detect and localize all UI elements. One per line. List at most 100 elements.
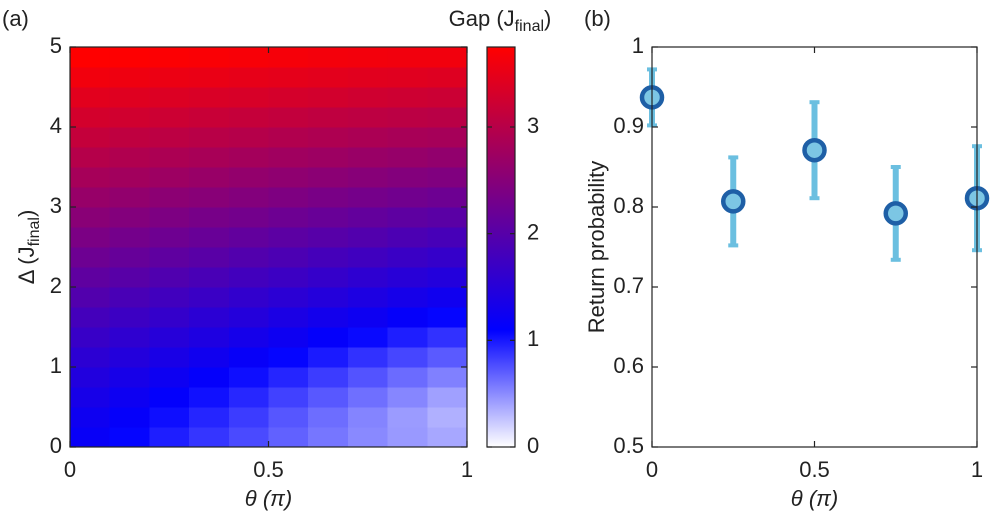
heatmap-cell	[268, 267, 309, 288]
heatmap-cell	[268, 247, 309, 268]
x-tick-label: 0.5	[253, 457, 284, 482]
heatmap-cell	[189, 207, 230, 228]
heatmap-cell	[109, 187, 150, 208]
y-tick-label: 0.6	[613, 353, 644, 378]
heatmap-cell	[70, 207, 111, 228]
heatmap-cell	[149, 367, 190, 388]
heatmap-cell	[347, 67, 389, 88]
colorbar-tick-label: 3	[527, 113, 539, 138]
y-tick-label: 0.7	[613, 273, 644, 298]
heatmap-cell	[70, 347, 111, 368]
x-tick-label: 1	[461, 457, 473, 482]
heatmap-cell	[228, 387, 270, 408]
heatmap-cell	[189, 107, 230, 128]
heatmap-cell	[308, 367, 349, 388]
heatmap-cell	[149, 207, 190, 228]
heatmap-cell	[427, 307, 468, 328]
heatmap-cell	[70, 307, 111, 328]
heatmap-cell	[427, 267, 468, 288]
heatmap-cell	[228, 427, 270, 448]
colorbar	[486, 46, 516, 448]
y-tick-label: 3	[50, 193, 62, 218]
heatmap-cell	[347, 347, 389, 368]
heatmap-cell	[347, 327, 389, 348]
heatmap-cell	[228, 247, 270, 268]
y-tick-label: 0.9	[613, 113, 644, 138]
heatmap-cell	[149, 247, 190, 268]
heatmap-cell	[109, 67, 150, 88]
heatmap-cell	[228, 307, 270, 328]
heatmap-cell	[149, 67, 190, 88]
heatmap-cell	[149, 307, 190, 328]
heatmap-cell	[308, 387, 349, 408]
heatmap-cell	[347, 87, 389, 108]
heatmap-cell	[70, 107, 111, 128]
heatmap-cell	[70, 87, 111, 108]
heatmap-cell	[427, 187, 468, 208]
heatmap-cell	[347, 107, 389, 128]
heatmap-cell	[189, 427, 230, 448]
data-point	[883, 201, 908, 226]
heatmap-cell	[149, 287, 190, 308]
heatmap-cell	[268, 47, 309, 68]
heatmap-cell	[268, 127, 309, 148]
heatmap-cell	[149, 427, 190, 448]
heatmap-cell	[427, 227, 468, 248]
heatmap-cell	[308, 287, 349, 308]
heatmap-cell	[149, 407, 190, 428]
heatmap-cell	[268, 327, 309, 348]
heatmap-cell	[189, 47, 230, 68]
heatmap-cell	[268, 427, 309, 448]
heatmap-cell	[149, 107, 190, 128]
heatmap-cell	[308, 307, 349, 328]
heatmap-cell	[109, 427, 150, 448]
heatmap-cell	[109, 387, 150, 408]
heatmap-cell	[228, 347, 270, 368]
heatmap-cell	[189, 147, 230, 168]
heatmap-cell	[109, 367, 150, 388]
heatmap-cell	[347, 207, 389, 228]
heatmap-cell	[268, 387, 309, 408]
heatmap-cell	[427, 147, 468, 168]
x-tick-label: 0.5	[799, 457, 830, 482]
heatmap-cell	[109, 167, 150, 188]
colorbar-tick-label: 0	[527, 433, 539, 458]
heatmap-cell	[347, 167, 389, 188]
heatmap-cell	[149, 167, 190, 188]
heatmap-cell	[427, 87, 468, 108]
heatmap-cell	[308, 207, 349, 228]
heatmap-cell	[347, 187, 389, 208]
heatmap-cell	[189, 267, 230, 288]
heatmap-cell	[109, 207, 150, 228]
heatmap-cell	[387, 287, 428, 308]
heatmap-cell	[228, 47, 270, 68]
heatmap-cell	[70, 367, 111, 388]
heatmap-cell	[149, 267, 190, 288]
heatmap-cell	[70, 67, 111, 88]
y-tick-label: 1	[50, 353, 62, 378]
y-axis-label-part: )	[14, 210, 39, 217]
colorbar-label-part: Gap (J	[449, 6, 515, 31]
heatmap-cell	[268, 207, 309, 228]
heatmap-cell	[149, 327, 190, 348]
heatmap-cell	[109, 267, 150, 288]
heatmap-cell	[109, 407, 150, 428]
heatmap-cell	[228, 227, 270, 248]
heatmap-cell	[308, 147, 349, 168]
heatmap-cell	[427, 127, 468, 148]
heatmap-cell	[268, 67, 309, 88]
heatmap-cell	[109, 107, 150, 128]
heatmap-cell	[189, 347, 230, 368]
heatmap-cell	[308, 227, 349, 248]
y-tick-label: 4	[50, 113, 62, 138]
data-point	[721, 189, 746, 214]
heatmap-cell	[189, 367, 230, 388]
heatmap-cell	[228, 327, 270, 348]
heatmap-cell	[70, 267, 111, 288]
heatmap-cell	[109, 47, 150, 68]
colorbar-label-part: final	[515, 18, 544, 35]
heatmap-cell	[427, 427, 468, 448]
heatmap-cell	[308, 127, 349, 148]
heatmap-cell	[70, 167, 111, 188]
heatmap-cell	[228, 207, 270, 228]
